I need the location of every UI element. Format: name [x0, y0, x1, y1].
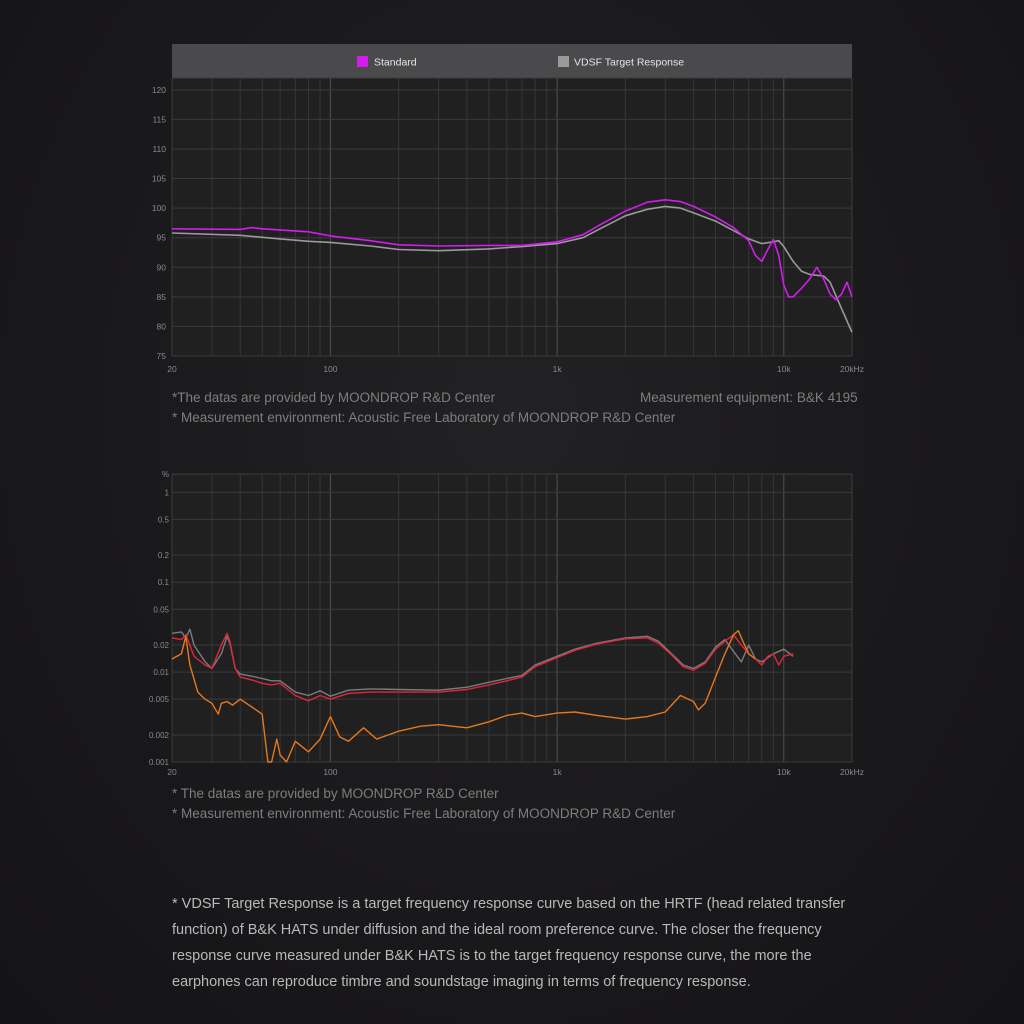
y-tick-label: 0.2 [158, 551, 170, 560]
thd-source-note: * The datas are provided by MOONDROP R&D… [172, 786, 499, 801]
y-tick-label: 0.005 [149, 695, 170, 704]
y-tick-label: 100 [152, 203, 166, 213]
legend-label-vdsf: VDSF Target Response [574, 57, 684, 69]
distortion-series-line [171, 629, 756, 763]
x-tick-label: 1k [553, 767, 563, 777]
legend-bar [172, 44, 852, 78]
legend-swatch-vdsf [558, 56, 569, 67]
x-tick-label: 10k [777, 767, 791, 777]
y-unit-label: % [162, 470, 169, 479]
y-tick-label: 85 [157, 292, 167, 302]
x-tick-label: 20kHz [840, 364, 864, 374]
y-tick-label: 105 [152, 174, 166, 184]
y-tick-label: 80 [157, 321, 167, 331]
y-tick-label: 0.02 [153, 641, 169, 650]
thd-environment-note: * Measurement environment: Acoustic Free… [172, 806, 676, 821]
frequency-response-plot: 75 80 85 90 95 100 105 110 115 120 20 100 1k 10k 20kHz… [152, 44, 864, 374]
x-tick-label: 100 [323, 767, 337, 777]
y-tick-label: 110 [152, 144, 166, 154]
fr-source-note: *The datas are provided by MOONDROP R&D … [172, 390, 496, 405]
legend-label-standard: Standard [374, 57, 417, 69]
plot-area [171, 473, 853, 763]
distortion-series-line [171, 632, 794, 702]
y-tick-label: 0.002 [149, 731, 170, 740]
legend-swatch-standard [357, 56, 368, 67]
y-tick-label: 120 [152, 85, 166, 95]
plot-area [171, 77, 853, 357]
x-tick-label: 1k [553, 364, 563, 374]
y-tick-label: 75 [157, 351, 167, 361]
y-tick-label: 115 [152, 114, 166, 124]
x-tick-label: 100 [323, 364, 337, 374]
y-tick-label: 0.05 [153, 605, 169, 614]
x-tick-label: 20 [167, 767, 177, 777]
y-tick-label: 0.001 [149, 758, 170, 767]
y-tick-label: 90 [157, 262, 167, 272]
y-tick-label: 0.1 [158, 578, 170, 587]
y-tick-label: 0.01 [153, 668, 169, 677]
x-tick-label: 10k [777, 364, 791, 374]
y-tick-label: 95 [157, 233, 167, 243]
series-line-standard [171, 199, 853, 301]
series-line-vdsf-target-response [171, 205, 853, 333]
fr-environment-note: * Measurement environment: Acoustic Free… [172, 410, 676, 425]
y-tick-label: 0.5 [158, 515, 170, 524]
vdsf-footnote: * VDSF Target Response is a target frequ… [172, 896, 846, 990]
distortion-series-line [171, 628, 794, 697]
x-tick-label: 20kHz [840, 767, 864, 777]
distortion-plot: 1 0.5 0.2 0.1 0.05 0.02 0.01 0.005 0.002 0.001% 20… [149, 470, 864, 777]
fr-equipment-note: Measurement equipment: B&K 4195 [640, 390, 858, 405]
y-tick-label: 1 [165, 488, 170, 497]
x-tick-label: 20 [167, 364, 177, 374]
